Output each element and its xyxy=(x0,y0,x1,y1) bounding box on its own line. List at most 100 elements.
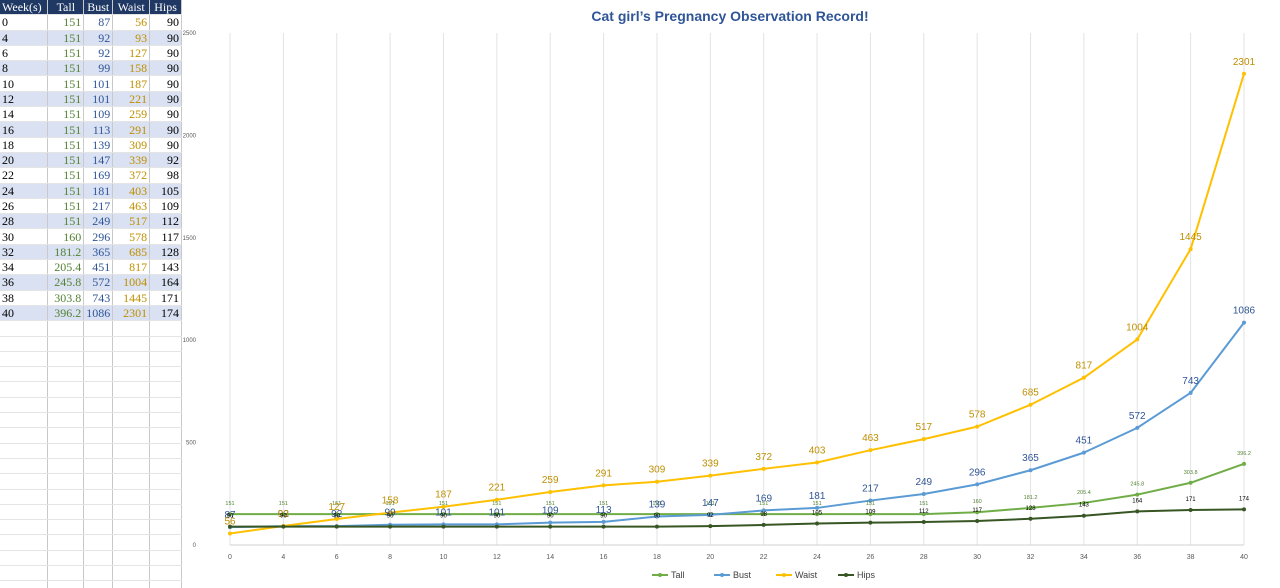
cell-hips[interactable]: 90 xyxy=(149,75,182,92)
empty-cell[interactable] xyxy=(47,519,85,536)
cell-bust[interactable]: 92 xyxy=(83,45,114,62)
empty-cell[interactable] xyxy=(83,580,114,588)
cell-tall[interactable]: 151 xyxy=(47,91,85,108)
cell-hips[interactable]: 98 xyxy=(149,167,182,184)
cell-week[interactable]: 22 xyxy=(0,167,49,184)
cell-waist[interactable]: 291 xyxy=(112,121,151,138)
empty-cell[interactable] xyxy=(83,489,114,505)
col-header-hips[interactable]: Hips xyxy=(149,0,182,16)
cell-waist[interactable]: 372 xyxy=(112,167,151,184)
cell-week[interactable]: 26 xyxy=(0,198,49,215)
empty-cell[interactable] xyxy=(149,336,182,352)
empty-cell[interactable] xyxy=(0,351,49,368)
empty-cell[interactable] xyxy=(149,320,182,337)
empty-cell[interactable] xyxy=(0,381,49,398)
cell-tall[interactable]: 151 xyxy=(47,152,85,169)
cell-hips[interactable]: 90 xyxy=(149,14,182,31)
empty-cell[interactable] xyxy=(149,397,182,414)
cell-bust[interactable]: 365 xyxy=(83,244,114,261)
cell-hips[interactable]: 90 xyxy=(149,106,182,123)
cell-hips[interactable]: 174 xyxy=(149,305,182,322)
empty-cell[interactable] xyxy=(149,443,182,459)
cell-bust[interactable]: 109 xyxy=(83,106,114,123)
cell-week[interactable]: 38 xyxy=(0,290,49,306)
cell-tall[interactable]: 151 xyxy=(47,45,85,62)
cell-hips[interactable]: 164 xyxy=(149,274,182,291)
empty-cell[interactable] xyxy=(112,397,151,414)
empty-cell[interactable] xyxy=(149,427,182,444)
cell-waist[interactable]: 339 xyxy=(112,152,151,169)
cell-tall[interactable]: 151 xyxy=(47,14,85,31)
empty-cell[interactable] xyxy=(112,443,151,459)
cell-bust[interactable]: 139 xyxy=(83,137,114,153)
empty-cell[interactable] xyxy=(83,381,114,398)
cell-tall[interactable]: 396.2 xyxy=(47,305,85,322)
empty-cell[interactable] xyxy=(112,336,151,352)
cell-waist[interactable]: 93 xyxy=(112,30,151,46)
cell-bust[interactable]: 147 xyxy=(83,152,114,169)
cell-week[interactable]: 40 xyxy=(0,305,49,322)
empty-cell[interactable] xyxy=(83,550,114,566)
empty-cell[interactable] xyxy=(0,504,49,521)
empty-cell[interactable] xyxy=(112,427,151,444)
empty-cell[interactable] xyxy=(112,412,151,429)
empty-cell[interactable] xyxy=(47,504,85,521)
cell-hips[interactable]: 171 xyxy=(149,290,182,306)
empty-cell[interactable] xyxy=(0,489,49,505)
empty-cell[interactable] xyxy=(83,397,114,414)
cell-waist[interactable]: 817 xyxy=(112,259,151,276)
empty-cell[interactable] xyxy=(112,519,151,536)
cell-waist[interactable]: 309 xyxy=(112,137,151,153)
empty-cell[interactable] xyxy=(0,565,49,582)
cell-tall[interactable]: 151 xyxy=(47,60,85,77)
empty-cell[interactable] xyxy=(47,550,85,566)
empty-cell[interactable] xyxy=(0,427,49,444)
empty-cell[interactable] xyxy=(83,519,114,536)
cell-hips[interactable]: 90 xyxy=(149,30,182,46)
cell-bust[interactable]: 169 xyxy=(83,167,114,184)
cell-week[interactable]: 6 xyxy=(0,45,49,62)
empty-cell[interactable] xyxy=(47,412,85,429)
empty-cell[interactable] xyxy=(83,504,114,521)
empty-cell[interactable] xyxy=(0,397,49,414)
cell-waist[interactable]: 187 xyxy=(112,75,151,92)
empty-cell[interactable] xyxy=(47,320,85,337)
cell-week[interactable]: 20 xyxy=(0,152,49,169)
cell-bust[interactable]: 743 xyxy=(83,290,114,306)
cell-waist[interactable]: 578 xyxy=(112,228,151,245)
cell-waist[interactable]: 403 xyxy=(112,183,151,199)
cell-bust[interactable]: 1086 xyxy=(83,305,114,322)
empty-cell[interactable] xyxy=(47,397,85,414)
empty-cell[interactable] xyxy=(112,534,151,551)
empty-cell[interactable] xyxy=(149,351,182,368)
cell-waist[interactable]: 56 xyxy=(112,14,151,31)
empty-cell[interactable] xyxy=(83,320,114,337)
cell-hips[interactable]: 92 xyxy=(149,152,182,169)
cell-tall[interactable]: 245.8 xyxy=(47,274,85,291)
empty-cell[interactable] xyxy=(47,351,85,368)
empty-cell[interactable] xyxy=(149,412,182,429)
cell-waist[interactable]: 127 xyxy=(112,45,151,62)
cell-bust[interactable]: 113 xyxy=(83,121,114,138)
cell-tall[interactable]: 151 xyxy=(47,30,85,46)
cell-tall[interactable]: 151 xyxy=(47,106,85,123)
cell-bust[interactable]: 87 xyxy=(83,14,114,31)
empty-cell[interactable] xyxy=(149,473,182,490)
cell-week[interactable]: 36 xyxy=(0,274,49,291)
empty-cell[interactable] xyxy=(0,366,49,383)
empty-cell[interactable] xyxy=(112,458,151,475)
empty-cell[interactable] xyxy=(0,443,49,459)
cell-tall[interactable]: 205.4 xyxy=(47,259,85,276)
cell-tall[interactable]: 151 xyxy=(47,198,85,215)
empty-cell[interactable] xyxy=(47,565,85,582)
cell-week[interactable]: 0 xyxy=(0,14,49,31)
cell-week[interactable]: 24 xyxy=(0,183,49,199)
cell-tall[interactable]: 160 xyxy=(47,228,85,245)
empty-cell[interactable] xyxy=(83,458,114,475)
cell-waist[interactable]: 463 xyxy=(112,198,151,215)
cell-week[interactable]: 8 xyxy=(0,60,49,77)
empty-cell[interactable] xyxy=(83,443,114,459)
col-header-waist[interactable]: Waist xyxy=(112,0,151,16)
empty-cell[interactable] xyxy=(0,336,49,352)
cell-bust[interactable]: 101 xyxy=(83,91,114,108)
